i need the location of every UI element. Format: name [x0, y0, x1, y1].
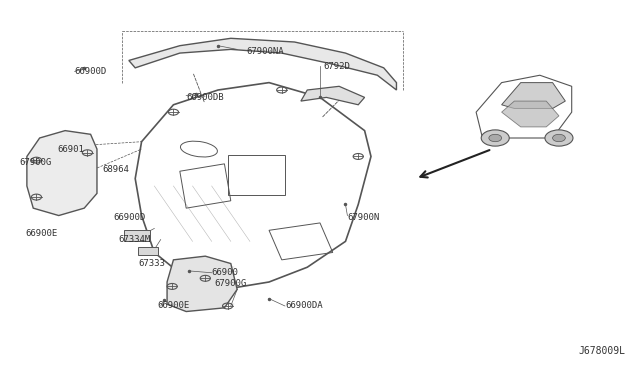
Text: 67333: 67333 — [138, 259, 165, 268]
Polygon shape — [167, 256, 237, 311]
Text: 67900G: 67900G — [215, 279, 247, 288]
Polygon shape — [301, 86, 365, 105]
Polygon shape — [502, 101, 559, 127]
Text: 66900D: 66900D — [113, 213, 145, 222]
Text: 67900N: 67900N — [348, 213, 380, 222]
Text: 66900: 66900 — [212, 268, 239, 277]
Text: 66900E: 66900E — [157, 301, 189, 311]
Text: 66900E: 66900E — [26, 230, 58, 238]
Text: 66900DB: 66900DB — [186, 93, 224, 102]
Circle shape — [552, 134, 565, 142]
Text: J678009L: J678009L — [579, 346, 626, 356]
FancyBboxPatch shape — [124, 230, 150, 241]
Circle shape — [545, 130, 573, 146]
Polygon shape — [27, 131, 97, 215]
Polygon shape — [129, 38, 396, 90]
Circle shape — [489, 134, 502, 142]
FancyBboxPatch shape — [138, 247, 158, 256]
Polygon shape — [502, 83, 565, 109]
Text: 66900DA: 66900DA — [285, 301, 323, 311]
Circle shape — [481, 130, 509, 146]
Text: 67900NA: 67900NA — [246, 47, 284, 56]
Text: 66901: 66901 — [58, 145, 84, 154]
Text: 66900D: 66900D — [75, 67, 107, 76]
Text: 67334M: 67334M — [118, 235, 150, 244]
Text: 67900G: 67900G — [19, 157, 51, 167]
Text: 68964: 68964 — [102, 165, 129, 174]
Text: 6792D: 6792D — [323, 61, 350, 71]
